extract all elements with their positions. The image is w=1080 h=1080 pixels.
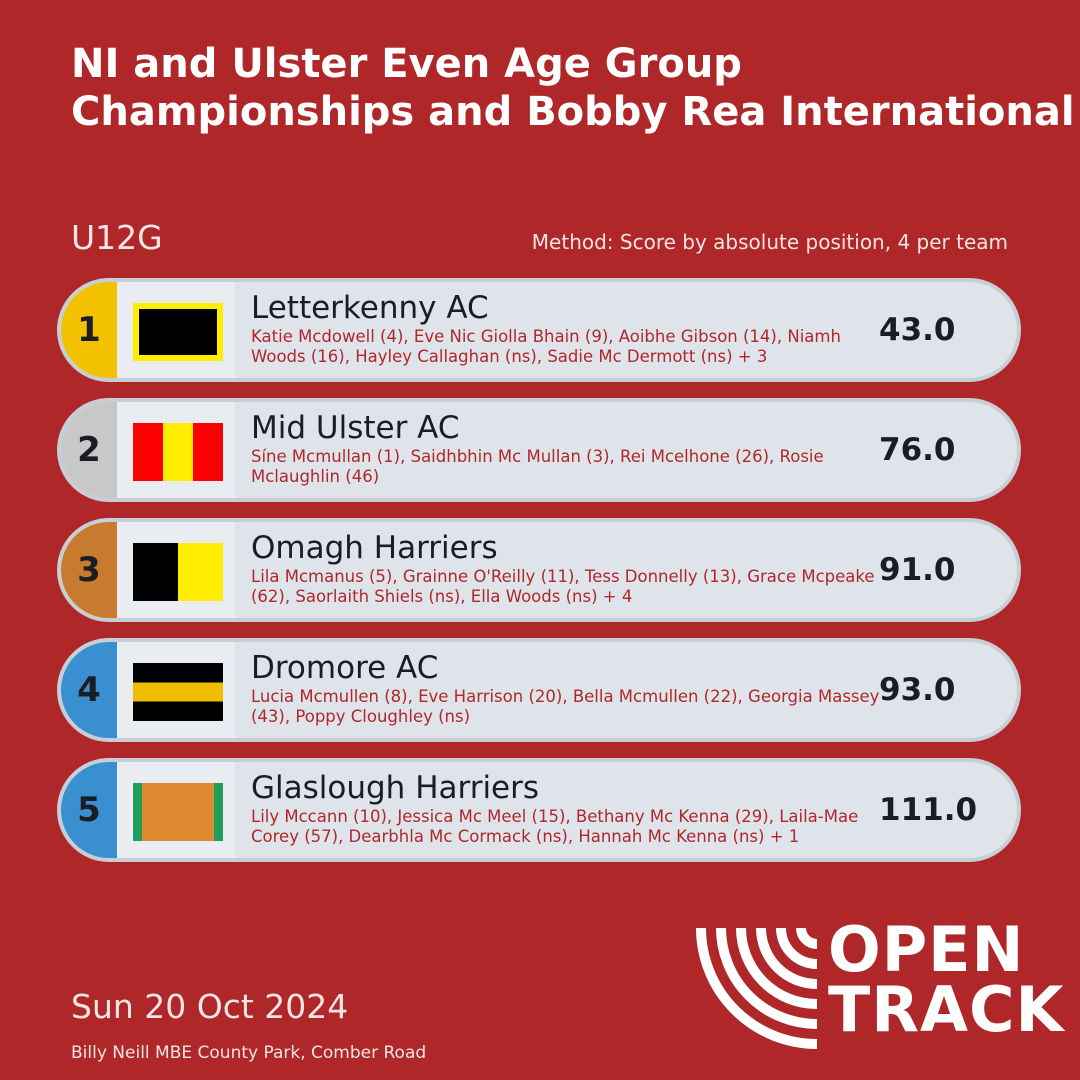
team-score: 111.0	[879, 792, 978, 828]
team-members: Síne Mcmullan (1), Saidhbhin Mc Mullan (…	[251, 447, 824, 486]
team-row: 4 Dromore AC Lucia Mcmullen (8), Eve Har…	[57, 638, 1021, 742]
team-flag-panel	[117, 522, 235, 618]
title-line-1: NI and Ulster Even Age Group	[71, 41, 742, 87]
category-label: U12G	[71, 218, 163, 257]
team-flag-panel	[117, 402, 235, 498]
team-flag	[133, 663, 223, 721]
team-score: 91.0	[879, 552, 956, 588]
team-flag	[133, 423, 223, 481]
event-venue: Billy Neill MBE County Park, Comber Road	[71, 1043, 427, 1063]
team-members: Lily Mccann (10), Jessica Mc Meel (15), …	[251, 807, 859, 846]
team-score: 93.0	[879, 672, 956, 708]
position-badge: 1	[61, 282, 117, 378]
scoring-method: Method: Score by absolute position, 4 pe…	[531, 230, 1008, 254]
team-row: 5 Glaslough Harriers Lily Mccann (10), J…	[57, 758, 1021, 862]
team-name: Dromore AC	[251, 650, 439, 686]
event-date: Sun 20 Oct 2024	[71, 987, 349, 1026]
team-flag-panel	[117, 642, 235, 738]
title-line-2: Championships and Bobby Rea Internationa…	[71, 89, 1080, 135]
team-score: 76.0	[879, 432, 956, 468]
position-badge: 4	[61, 642, 117, 738]
team-flag	[133, 303, 223, 361]
opentrack-arcs-icon	[696, 927, 818, 1049]
team-flag	[133, 543, 223, 601]
team-name: Glaslough Harriers	[251, 770, 540, 806]
team-score: 43.0	[879, 312, 956, 348]
logo-wordmark: OPEN TRACK	[828, 913, 1065, 1046]
team-row: 2 Mid Ulster AC Síne Mcmullan (1), Saidh…	[57, 398, 1021, 502]
logo-word-open: OPEN	[828, 913, 1025, 986]
team-name: Letterkenny AC	[251, 290, 489, 326]
team-flag-panel	[117, 762, 235, 858]
team-row: 1 Letterkenny AC Katie Mcdowell (4), Eve…	[57, 278, 1021, 382]
team-members: Lila Mcmanus (5), Grainne O'Reilly (11),…	[251, 567, 875, 606]
team-name: Omagh Harriers	[251, 530, 498, 566]
team-row: 3 Omagh Harriers Lila Mcmanus (5), Grain…	[57, 518, 1021, 622]
team-members: Katie Mcdowell (4), Eve Nic Giolla Bhain…	[251, 327, 841, 366]
team-members: Lucia Mcmullen (8), Eve Harrison (20), B…	[251, 687, 880, 726]
position-badge: 3	[61, 522, 117, 618]
opentrack-logo: OPEN TRACK	[693, 919, 1064, 1050]
position-badge: 2	[61, 402, 117, 498]
team-name: Mid Ulster AC	[251, 410, 460, 446]
team-flag-panel	[117, 282, 235, 378]
page-title: NI and Ulster Even Age Group Championshi…	[71, 40, 1080, 136]
team-flag	[133, 783, 223, 841]
logo-word-track: TRACK	[828, 973, 1065, 1046]
position-badge: 5	[61, 762, 117, 858]
